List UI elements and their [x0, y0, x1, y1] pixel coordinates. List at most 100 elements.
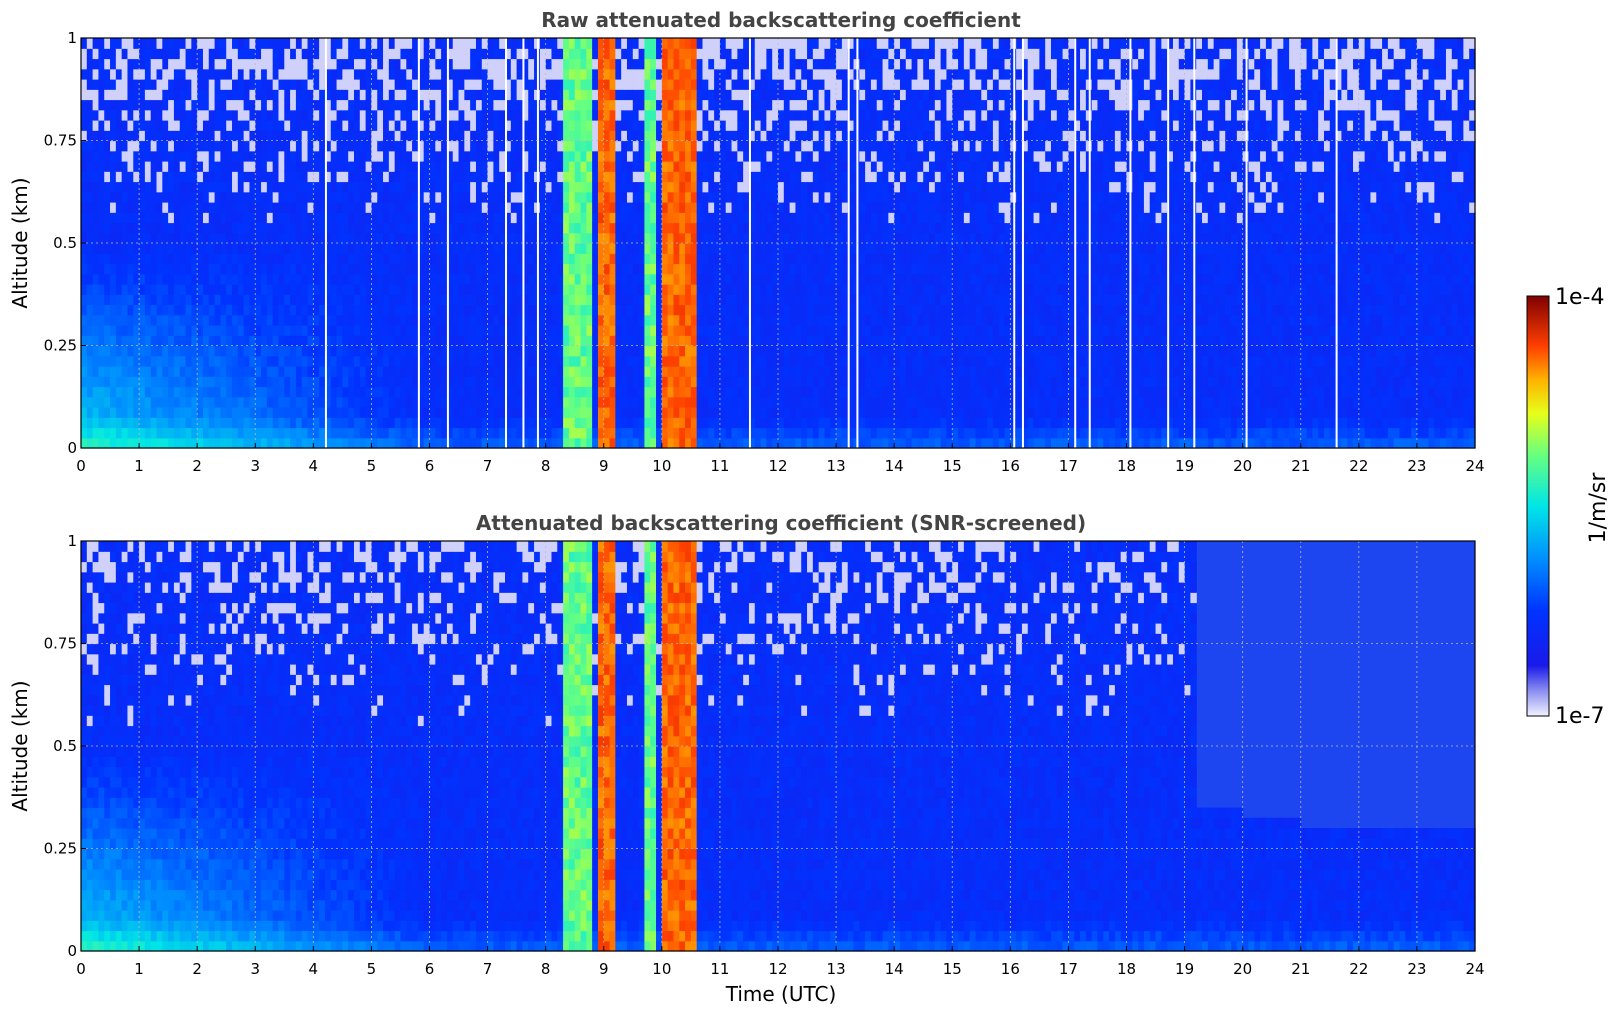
heatmap-cell [568, 243, 576, 254]
heatmap-cell [470, 417, 477, 429]
heatmap-cell [708, 222, 715, 234]
heatmap-cell [708, 437, 715, 449]
heatmap-cell [696, 38, 704, 49]
heatmap-cell [104, 191, 111, 203]
heatmap-cell [743, 263, 750, 275]
heatmap-cell [272, 222, 280, 234]
heatmap-cell [383, 120, 390, 131]
heatmap-cell [324, 314, 332, 326]
heatmap-cell [214, 89, 221, 101]
heatmap-cell [208, 89, 216, 101]
heatmap-cell [714, 222, 721, 234]
heatmap-cell [626, 376, 634, 388]
heatmap-cell [237, 335, 245, 347]
heatmap-cell [394, 325, 402, 336]
heatmap-cell [156, 366, 163, 377]
heatmap-cell [737, 437, 744, 449]
heatmap-cell [592, 212, 599, 224]
heatmap-cell [232, 222, 239, 234]
heatmap-cell [795, 325, 802, 336]
heatmap-cell [330, 68, 338, 80]
heatmap-cell [568, 120, 576, 131]
heatmap-cell [86, 263, 94, 275]
heatmap-cell [563, 202, 570, 213]
heatmap-cell [632, 304, 640, 316]
heatmap-cell [475, 191, 483, 203]
heatmap-cell [330, 171, 338, 183]
heatmap-cell [615, 89, 622, 101]
heatmap-cell [615, 109, 622, 121]
heatmap-cell [156, 407, 163, 418]
heatmap-cell [679, 273, 686, 285]
heatmap-cell [173, 335, 181, 347]
heatmap-cell [708, 304, 715, 316]
heatmap-cell [371, 58, 378, 70]
heatmap-cell [307, 232, 314, 244]
heatmap-cell [81, 366, 88, 377]
heatmap-cell [156, 161, 163, 172]
heatmap-cell [81, 68, 88, 80]
heatmap-cell [214, 130, 221, 142]
heatmap-cell [377, 417, 384, 429]
heatmap-cell [284, 58, 291, 70]
heatmap-cell [406, 376, 413, 388]
heatmap-cell [412, 202, 419, 213]
heatmap-cell [144, 314, 152, 326]
heatmap-cell [220, 314, 227, 326]
heatmap-cell [377, 48, 384, 60]
heatmap-cell [243, 99, 251, 111]
heatmap-cell [696, 120, 704, 131]
heatmap-cell [772, 150, 779, 162]
heatmap-cell [202, 99, 210, 111]
heatmap-cell [406, 386, 413, 398]
heatmap-cell [725, 120, 733, 131]
heatmap-cell [597, 417, 605, 429]
heatmap-cell [232, 335, 239, 347]
heatmap-cell [702, 314, 709, 326]
heatmap-cell [574, 212, 582, 224]
heatmap-cell [470, 427, 477, 439]
heatmap-cell [313, 109, 320, 121]
heatmap-cell [656, 396, 663, 408]
heatmap-cell [679, 212, 686, 224]
heatmap-cell [307, 345, 314, 357]
heatmap-cell [429, 191, 436, 203]
heatmap-cell [127, 253, 134, 265]
heatmap-cell [638, 48, 646, 60]
heatmap-cell [475, 417, 483, 429]
heatmap-cell [510, 191, 518, 203]
heatmap-cell [685, 58, 692, 70]
heatmap-cell [719, 68, 727, 80]
heatmap-cell [522, 243, 529, 254]
heatmap-cell [743, 222, 750, 234]
heatmap-cell [150, 376, 158, 388]
heatmap-cell [417, 140, 425, 152]
heatmap-cell [266, 325, 274, 336]
heatmap-cell [499, 407, 506, 418]
heatmap-cell [499, 345, 506, 357]
heatmap-cell [388, 427, 396, 439]
heatmap-cell [115, 417, 123, 429]
heatmap-cell [121, 150, 129, 162]
heatmap-cell [725, 171, 733, 183]
heatmap-cell [86, 427, 94, 439]
heatmap-cell [510, 212, 518, 224]
heatmap-cell [464, 99, 471, 111]
heatmap-cell [371, 161, 378, 172]
heatmap-cell [586, 273, 593, 285]
heatmap-cell [690, 222, 698, 234]
heatmap-cell [632, 58, 640, 70]
heatmap-cell [243, 191, 251, 203]
heatmap-cell [673, 417, 680, 429]
heatmap-cell [621, 325, 628, 336]
heatmap-cell [505, 58, 512, 70]
heatmap-cell [516, 150, 524, 162]
heatmap-cell [214, 243, 221, 254]
heatmap-cell [516, 120, 524, 131]
heatmap-cell [383, 48, 390, 60]
heatmap-cell [319, 58, 326, 70]
heatmap-cell [371, 345, 378, 357]
heatmap-cell [92, 161, 100, 172]
heatmap-cell [365, 325, 373, 336]
heatmap-cell [98, 345, 105, 357]
